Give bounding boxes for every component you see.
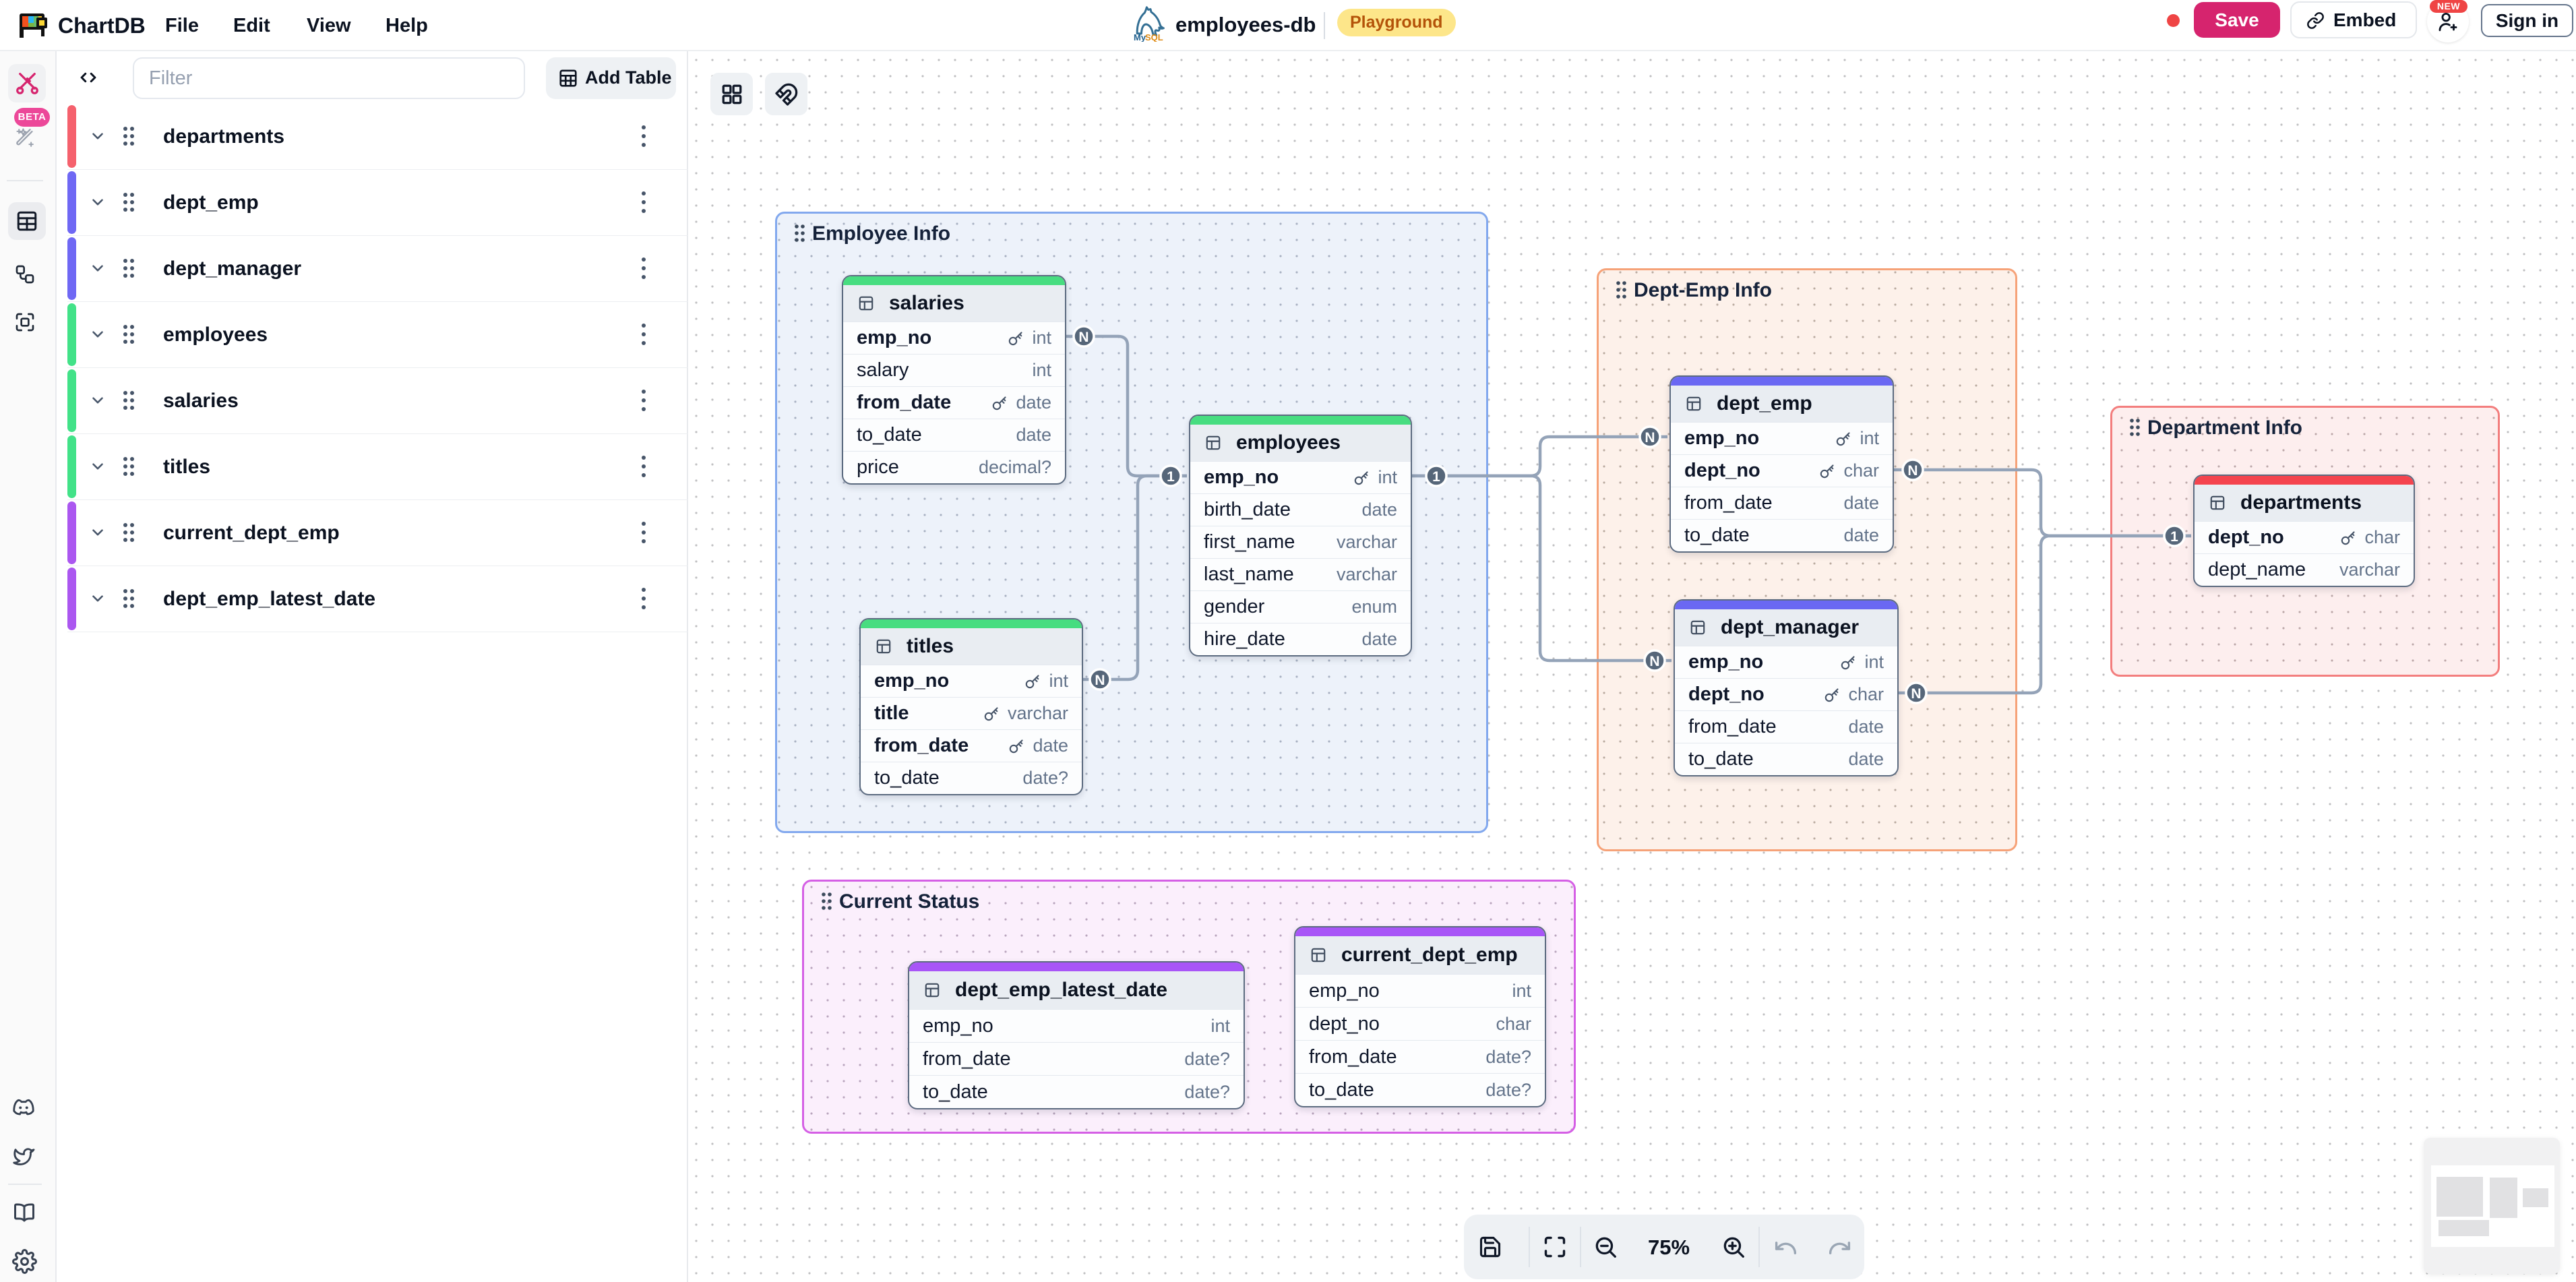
svg-text:N: N bbox=[1095, 673, 1105, 688]
svg-text:1: 1 bbox=[2170, 529, 2178, 545]
svg-text:N: N bbox=[1078, 330, 1088, 345]
svg-text:My: My bbox=[1134, 32, 1146, 42]
svg-text:N: N bbox=[1907, 463, 1918, 479]
svg-text:N: N bbox=[1649, 654, 1659, 669]
svg-text:N: N bbox=[1645, 430, 1655, 446]
svg-text:SQL: SQL bbox=[1145, 32, 1163, 42]
svg-text:1: 1 bbox=[1167, 469, 1175, 485]
svg-text:N: N bbox=[1911, 686, 1921, 702]
svg-text:1: 1 bbox=[1432, 469, 1440, 485]
